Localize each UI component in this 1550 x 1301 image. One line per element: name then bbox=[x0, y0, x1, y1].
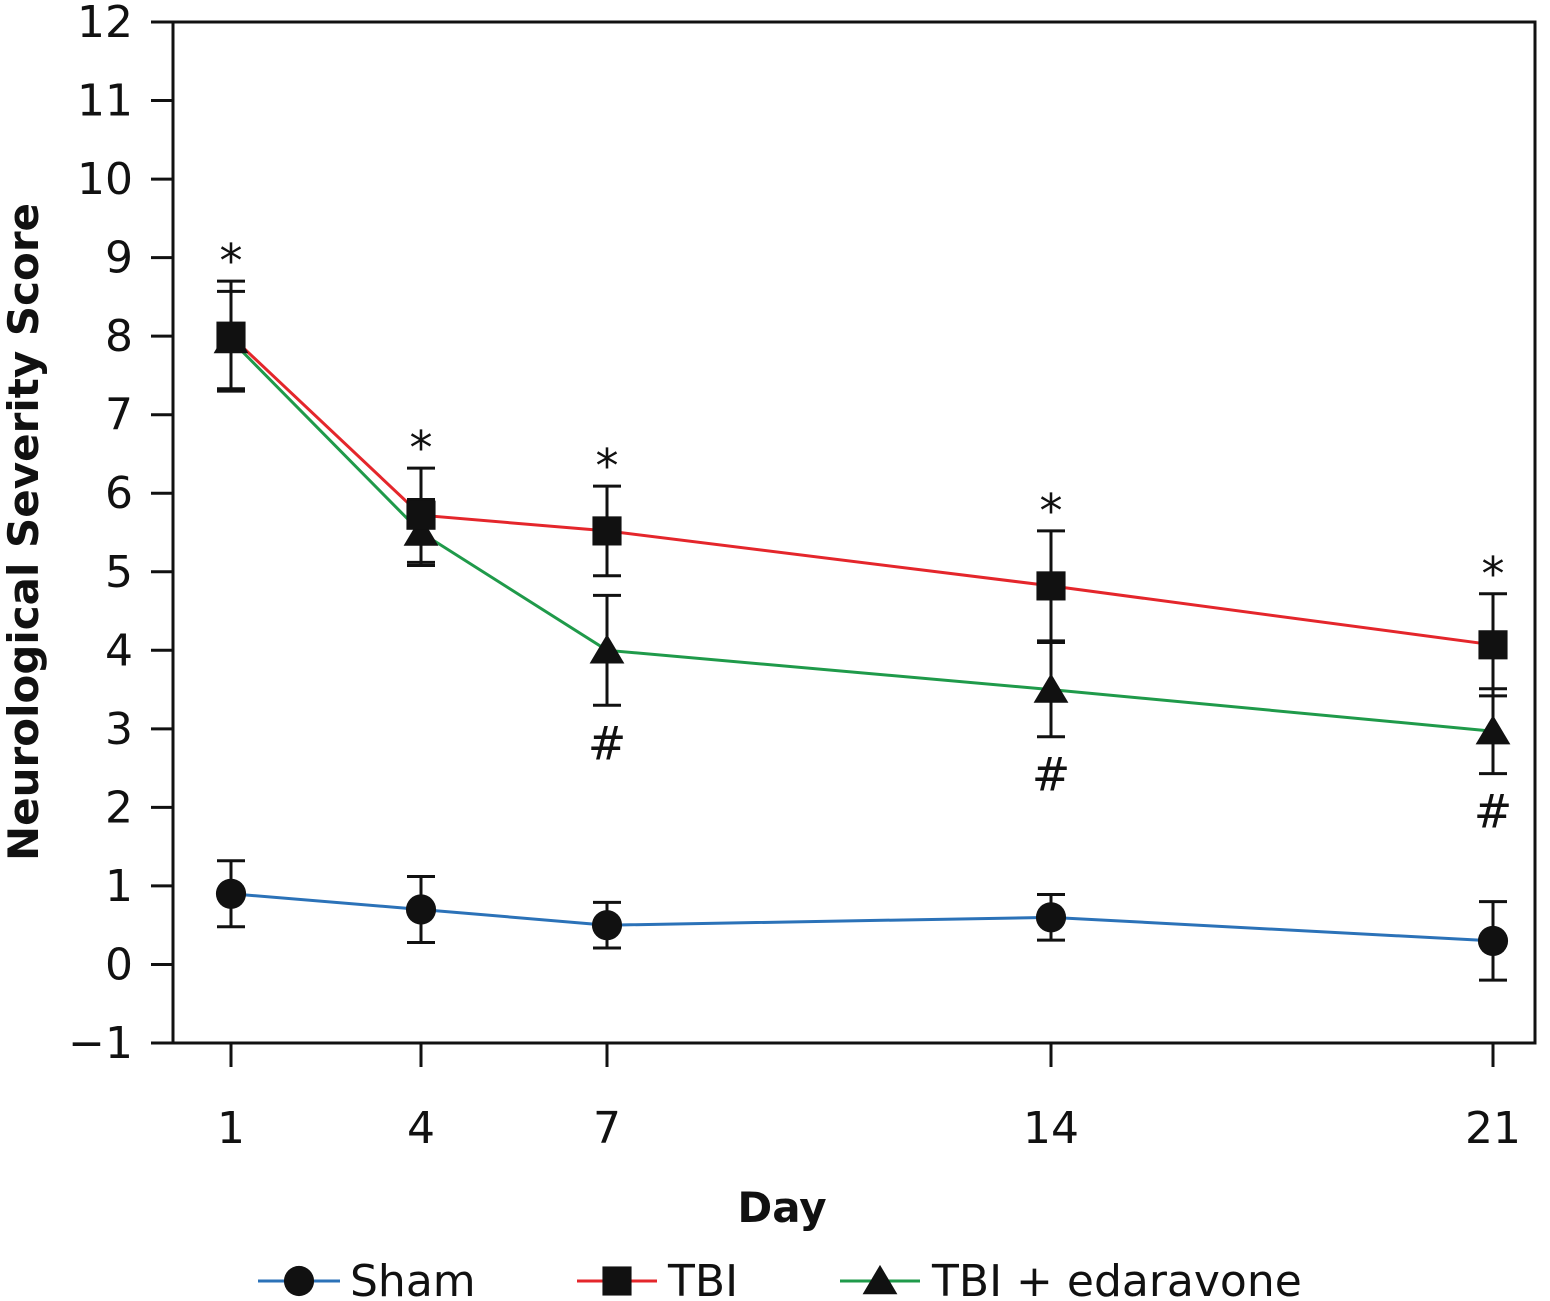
data-point-circle bbox=[1477, 925, 1509, 956]
legend-label: TBI bbox=[667, 1256, 738, 1301]
y-tick-label: 1 bbox=[105, 861, 133, 912]
x-tick-label: 1 bbox=[217, 1103, 245, 1154]
data-point-circle bbox=[591, 910, 623, 941]
data-point-triangle bbox=[1033, 673, 1069, 703]
y-tick-label: 4 bbox=[105, 625, 133, 676]
y-tick-label: −1 bbox=[68, 1018, 133, 1069]
y-tick-label: 8 bbox=[105, 311, 133, 362]
data-point-triangle bbox=[403, 516, 439, 546]
data-point-square bbox=[1036, 571, 1066, 601]
data-point-triangle bbox=[1475, 715, 1511, 745]
significance-asterisk: * bbox=[1482, 547, 1505, 601]
data-point-circle bbox=[215, 878, 247, 909]
data-point-circle bbox=[1035, 902, 1067, 933]
data-point-square bbox=[1478, 630, 1508, 660]
x-tick-label: 7 bbox=[593, 1103, 621, 1154]
legend-label: Sham bbox=[350, 1256, 476, 1301]
x-tick-label: 14 bbox=[1023, 1103, 1079, 1154]
y-tick-label: 6 bbox=[105, 468, 133, 519]
legend-item: TBI + edaravone bbox=[840, 1256, 1302, 1301]
y-tick-label: 3 bbox=[105, 704, 133, 755]
legend-item: TBI bbox=[577, 1256, 738, 1301]
significance-hash: # bbox=[1032, 748, 1071, 802]
legend-label: TBI + edaravone bbox=[931, 1256, 1302, 1301]
y-tick-label: 12 bbox=[77, 0, 133, 48]
y-tick-label: 0 bbox=[105, 939, 133, 990]
significance-asterisk: * bbox=[220, 234, 243, 288]
data-point-square bbox=[406, 500, 436, 530]
legend-marker-triangle bbox=[862, 1264, 898, 1295]
legend-marker-circle bbox=[283, 1265, 315, 1297]
y-axis-title: Neurological Severity Score bbox=[0, 203, 48, 861]
significance-asterisk: * bbox=[410, 421, 433, 475]
y-tick-label: 7 bbox=[105, 390, 133, 441]
significance-hash: # bbox=[1474, 785, 1513, 839]
y-tick-label: 2 bbox=[105, 782, 133, 833]
data-point-circle bbox=[405, 894, 437, 925]
y-tick-label: 5 bbox=[105, 547, 133, 598]
y-tick-label: 11 bbox=[77, 76, 133, 127]
data-point-square bbox=[216, 321, 246, 351]
significance-asterisk: * bbox=[1040, 484, 1063, 538]
legend: Sham TBI TBI + edaravone bbox=[258, 1256, 1302, 1301]
data-point-triangle bbox=[589, 634, 625, 664]
y-tick-label: 9 bbox=[105, 233, 133, 284]
plot-frame bbox=[171, 20, 1537, 1045]
legend-marker-square bbox=[602, 1266, 632, 1296]
x-tick-label: 21 bbox=[1465, 1103, 1521, 1154]
significance-hash: # bbox=[588, 716, 627, 770]
significance-asterisk: * bbox=[596, 439, 619, 493]
y-tick-label: 10 bbox=[77, 154, 133, 205]
x-axis-title: Day bbox=[737, 1183, 826, 1232]
x-tick-label: 4 bbox=[407, 1103, 435, 1154]
data-point-square bbox=[592, 516, 622, 546]
legend-item: Sham bbox=[258, 1256, 476, 1301]
